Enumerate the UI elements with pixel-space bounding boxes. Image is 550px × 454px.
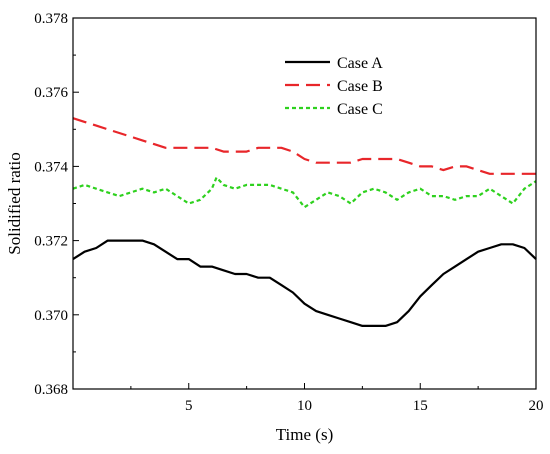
y-tick-label: 0.370 [34, 308, 68, 324]
y-tick-label: 0.378 [34, 11, 68, 27]
legend-label: Case B [337, 78, 383, 95]
x-tick-label: 5 [185, 398, 193, 414]
x-tick-label: 15 [413, 398, 428, 414]
legend-label: Case C [337, 101, 383, 118]
series-line-case-c [72, 176, 537, 209]
x-axis-label: Time (s) [276, 425, 333, 444]
x-axis: 5 10 15 20 [130, 383, 544, 414]
legend-label: Case A [337, 55, 383, 72]
y-tick-label: 0.372 [34, 234, 68, 250]
legend: Case A Case B Case C [285, 55, 383, 118]
x-tick-label: 20 [529, 398, 544, 414]
plot-frame [72, 17, 537, 390]
y-tick-label: 0.368 [34, 382, 68, 398]
y-axis: 0.368 0.370 0.372 0.374 0.376 0.378 [34, 11, 79, 398]
series-line-case-b [72, 117, 536, 175]
y-tick-label: 0.374 [34, 159, 68, 175]
y-tick-label: 0.376 [34, 85, 68, 101]
plot-lines [72, 117, 537, 327]
y-axis-label: Solidified ratio [5, 152, 24, 254]
x-tick-label: 10 [297, 398, 312, 414]
series-line-case-a [72, 239, 537, 327]
